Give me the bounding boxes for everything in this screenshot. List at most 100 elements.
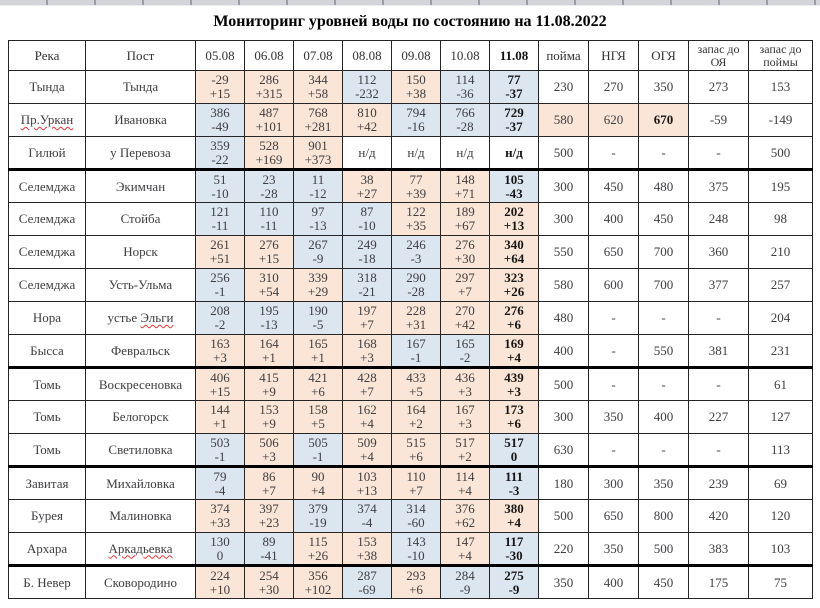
level-cell-09.08: 150 +38 xyxy=(391,70,441,104)
level-cell-05.08: 359 -22 xyxy=(195,136,245,170)
level-cell-05.08: 261 +51 xyxy=(195,235,245,269)
post-cell: Экимчан xyxy=(85,168,196,203)
stat-cell-pojma: 300 xyxy=(538,202,589,236)
level-cell-07.08: 768 +281 xyxy=(293,103,343,137)
table-row: Нора устье Эльги 208 -2 195 -13 190 -5 197 +7 228 +… xyxy=(8,301,813,335)
header-zapas-pojmy: запас до поймы xyxy=(748,40,813,71)
level-cell-06.08: 415 +9 xyxy=(244,366,294,401)
stat-cell-ngya: 400 xyxy=(588,202,639,236)
level-cell-06.08: 195 -13 xyxy=(244,301,294,335)
table-row: Томь Белогорск 144 +1 153 +9 158 +5 162 +4 164 +2 16… xyxy=(8,400,813,434)
level-cell-11.08: 275 -9 xyxy=(489,564,539,599)
level-cell-11.08: 105 -43 xyxy=(489,168,539,203)
stat-cell-ogya: 800 xyxy=(638,499,689,533)
water-levels-table: Река Пост 05.08 06.08 07.08 08.08 09.08 … xyxy=(8,40,813,599)
level-cell-10.08: 376 +62 xyxy=(440,499,490,533)
stat-cell-zapas-oya: - xyxy=(688,136,749,170)
post-cell: Михайловка xyxy=(85,465,196,500)
header-date-08-08: 08.08 xyxy=(342,40,392,71)
stat-cell-pojma: 230 xyxy=(538,70,589,104)
level-cell-07.08: 901 +373 xyxy=(293,136,343,170)
stat-cell-zapas-pojmy: 120 xyxy=(748,499,813,533)
level-cell-06.08: 506 +3 xyxy=(244,433,294,467)
level-cell-08.08: 162 +4 xyxy=(342,400,392,434)
level-cell-06.08: 310 +54 xyxy=(244,268,294,302)
level-cell-06.08: 397 +23 xyxy=(244,499,294,533)
stat-cell-ogya: 670 xyxy=(638,103,689,137)
stat-cell-ogya: 350 xyxy=(638,70,689,104)
level-cell-11.08: 111 -3 xyxy=(489,465,539,500)
stat-cell-pojma: 220 xyxy=(538,532,589,566)
river-cell: Бурея xyxy=(8,499,86,533)
level-cell-08.08: н/д xyxy=(342,136,392,170)
level-cell-09.08: 314 -60 xyxy=(391,499,441,533)
level-cell-09.08: 164 +2 xyxy=(391,400,441,434)
level-cell-07.08: 165 +1 xyxy=(293,334,343,368)
table-row: Селемджа Экимчан 51 -10 23 -28 11 -12 38 +27 77 +39… xyxy=(8,168,813,203)
stat-cell-zapas-pojmy: 103 xyxy=(748,532,813,566)
level-cell-05.08: 163 +3 xyxy=(195,334,245,368)
level-cell-09.08: 433 +5 xyxy=(391,366,441,401)
header-zapas-oya: запас до ОЯ xyxy=(688,40,749,71)
stat-cell-zapas-pojmy: 127 xyxy=(748,400,813,434)
stat-cell-zapas-pojmy: 61 xyxy=(748,366,813,401)
level-cell-08.08: 87 -10 xyxy=(342,202,392,236)
level-cell-05.08: 386 -49 xyxy=(195,103,245,137)
stat-cell-ngya: - xyxy=(588,334,639,368)
level-cell-09.08: 110 +7 xyxy=(391,465,441,500)
river-cell: Тында xyxy=(8,70,86,104)
level-cell-07.08: 379 -19 xyxy=(293,499,343,533)
stat-cell-ogya: - xyxy=(638,433,689,467)
stat-cell-ogya: - xyxy=(638,366,689,401)
level-cell-11.08: 173 +6 xyxy=(489,400,539,434)
level-cell-11.08: 380 +4 xyxy=(489,499,539,533)
stat-cell-zapas-oya: 375 xyxy=(688,168,749,203)
stat-cell-zapas-oya: 420 xyxy=(688,499,749,533)
table-row: Селемджа Норск 261 +51 276 +15 267 -9 249 -18 246-… xyxy=(8,235,813,269)
header-ngya: НГЯ xyxy=(588,40,639,71)
stat-cell-pojma: 500 xyxy=(538,366,589,401)
level-cell-07.08: 344 +58 xyxy=(293,70,343,104)
stat-cell-pojma: 400 xyxy=(538,334,589,368)
stat-cell-ngya: - xyxy=(588,366,639,401)
header-pojma: пойма xyxy=(538,40,589,71)
river-cell: Б. Невер xyxy=(8,564,86,599)
page-title: Мониторинг уровней воды по состоянию на … xyxy=(213,13,607,30)
stat-cell-zapas-oya: 383 xyxy=(688,532,749,566)
level-cell-08.08: 197 +7 xyxy=(342,301,392,335)
stat-cell-ngya: 650 xyxy=(588,499,639,533)
stat-cell-ngya: 450 xyxy=(588,168,639,203)
river-cell: Томь xyxy=(8,400,86,434)
level-cell-05.08: 503 -1 xyxy=(195,433,245,467)
stat-cell-pojma: 180 xyxy=(538,465,589,500)
river-cell: Томь xyxy=(8,366,86,401)
level-cell-07.08: 115 +26 xyxy=(293,532,343,566)
header-post: Пост xyxy=(85,40,196,71)
stat-cell-ogya: 550 xyxy=(638,334,689,368)
river-cell: Селемджа xyxy=(8,235,86,269)
level-cell-10.08: 297 +7 xyxy=(440,268,490,302)
level-cell-09.08: 794 -16 xyxy=(391,103,441,137)
level-cell-09.08: 143 -10 xyxy=(391,532,441,566)
river-cell: Нора xyxy=(8,301,86,335)
stat-cell-zapas-pojmy: 113 xyxy=(748,433,813,467)
header-date-06-08: 06.08 xyxy=(244,40,294,71)
level-cell-08.08: 318 -21 xyxy=(342,268,392,302)
stat-cell-ogya: 350 xyxy=(638,465,689,500)
level-cell-07.08: 339 +29 xyxy=(293,268,343,302)
stat-cell-zapas-oya: 175 xyxy=(688,564,749,599)
stat-cell-zapas-oya: 239 xyxy=(688,465,749,500)
table-body: Тында Тында -29 +15 286 +315 344 +58 112 -232 150 +… xyxy=(8,70,813,599)
river-cell: Архара xyxy=(8,532,86,566)
level-cell-07.08: 11 -12 xyxy=(293,168,343,203)
stat-cell-pojma: 630 xyxy=(538,433,589,467)
river-cell: Бысса xyxy=(8,334,86,368)
stat-cell-zapas-oya: 360 xyxy=(688,235,749,269)
level-cell-06.08: 164 +1 xyxy=(244,334,294,368)
table-row: Тында Тында -29 +15 286 +315 344 +58 112 -232 150 +… xyxy=(8,70,813,104)
level-cell-06.08: 286 +315 xyxy=(244,70,294,104)
header-date-09-08: 09.08 xyxy=(391,40,441,71)
stat-cell-zapas-pojmy: 69 xyxy=(748,465,813,500)
table-row: Гилюй у Перевоза 359 -22 528 +169 901 +373 н/д н/… xyxy=(8,136,813,170)
level-cell-09.08: 515 +6 xyxy=(391,433,441,467)
